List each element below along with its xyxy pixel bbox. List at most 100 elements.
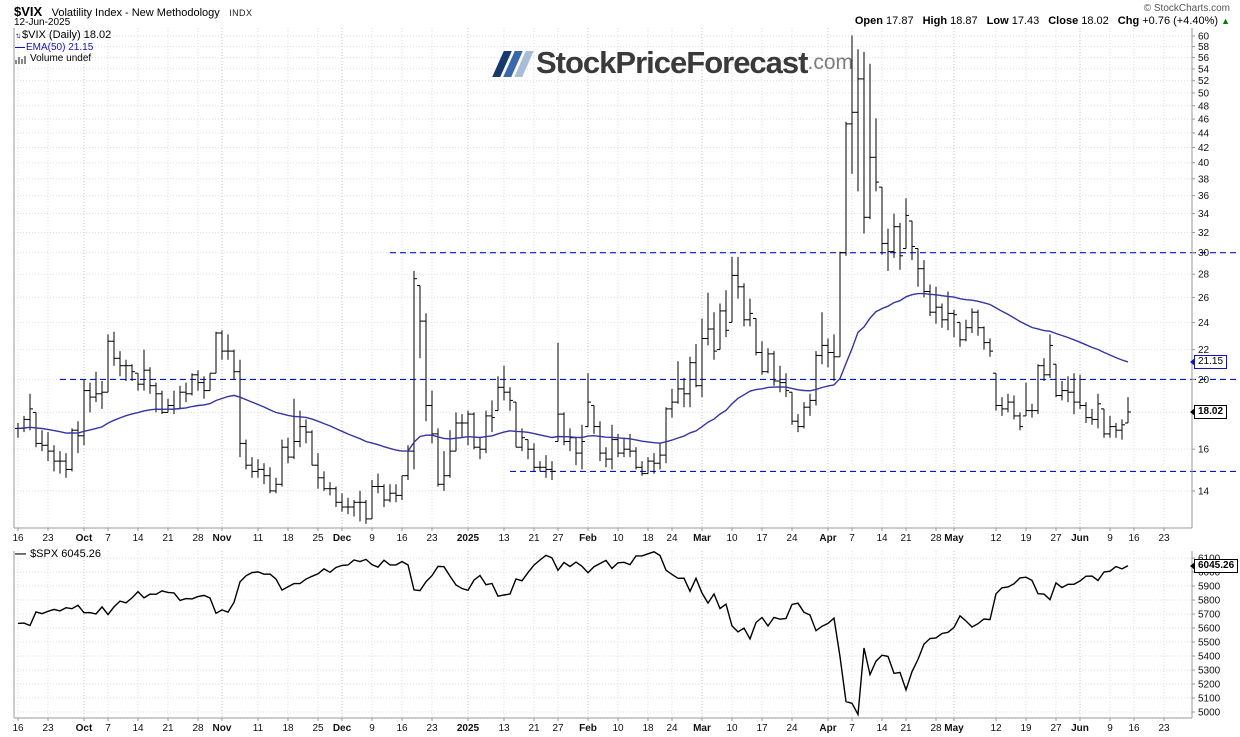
svg-text:11: 11 bbox=[253, 723, 264, 734]
ohlc-quote-strip: Open 17.87 High 18.87 Low 17.43 Close 18.02… bbox=[846, 15, 1230, 27]
lower-panel-legend: — $SPX 6045.26 bbox=[15, 548, 101, 560]
svg-text:23: 23 bbox=[1158, 723, 1170, 734]
svg-text:Nov: Nov bbox=[213, 533, 232, 544]
svg-text:Feb: Feb bbox=[579, 533, 597, 544]
svg-text:20: 20 bbox=[1198, 375, 1210, 386]
svg-text:48: 48 bbox=[1198, 101, 1210, 112]
watermark-text: StockPriceForecast bbox=[536, 45, 808, 80]
symbol: $VIX bbox=[14, 4, 43, 19]
svg-text:16: 16 bbox=[1128, 533, 1140, 544]
svg-text:18: 18 bbox=[282, 533, 294, 544]
watermark-suffix: .com bbox=[807, 51, 853, 74]
overlay-lines bbox=[17, 292, 1129, 717]
svg-text:5300: 5300 bbox=[1198, 666, 1221, 677]
ema-legend-row: —EMA(50) 21.15 bbox=[15, 42, 111, 53]
quote-chg-value: +0.76 (+4.40%) bbox=[1139, 15, 1219, 27]
vix-legend-label: $VIX (Daily) 18.02 bbox=[22, 29, 112, 41]
svg-text:27: 27 bbox=[552, 723, 564, 734]
svg-text:24: 24 bbox=[666, 533, 678, 544]
svg-text:Jun: Jun bbox=[1071, 533, 1089, 544]
svg-text:42: 42 bbox=[1198, 143, 1210, 154]
svg-text:18: 18 bbox=[642, 723, 654, 734]
svg-text:10: 10 bbox=[726, 533, 738, 544]
spx-line-swatch: — bbox=[15, 548, 26, 560]
svg-text:56: 56 bbox=[1198, 53, 1210, 64]
svg-text:36: 36 bbox=[1198, 191, 1210, 202]
volume-legend-label: Volume undef bbox=[30, 53, 92, 64]
svg-text:Oct: Oct bbox=[76, 723, 93, 734]
vix-close-price-label: 18.02 bbox=[1189, 405, 1228, 419]
svg-text:24: 24 bbox=[786, 533, 798, 544]
stockcharts-credit: © StockCharts.com bbox=[1143, 3, 1230, 14]
svg-text:28: 28 bbox=[1198, 270, 1210, 281]
svg-text:5900: 5900 bbox=[1198, 582, 1221, 593]
quote-low-value: 17.43 bbox=[1008, 15, 1040, 27]
svg-text:Dec: Dec bbox=[333, 723, 352, 734]
svg-text:10: 10 bbox=[612, 723, 624, 734]
svg-text:Jun: Jun bbox=[1071, 723, 1089, 734]
svg-text:27: 27 bbox=[1050, 723, 1062, 734]
quote-close-value: 18.02 bbox=[1078, 15, 1109, 27]
svg-text:10: 10 bbox=[726, 723, 738, 734]
svg-text:44: 44 bbox=[1198, 128, 1210, 139]
svg-text:27: 27 bbox=[1050, 533, 1062, 544]
svg-text:52: 52 bbox=[1198, 76, 1210, 87]
svg-text:Dec: Dec bbox=[333, 533, 352, 544]
svg-text:5800: 5800 bbox=[1198, 596, 1221, 607]
svg-text:16: 16 bbox=[12, 533, 24, 544]
svg-text:14: 14 bbox=[876, 723, 888, 734]
quote-open-label: Open bbox=[854, 15, 883, 27]
svg-text:23: 23 bbox=[426, 533, 438, 544]
svg-text:28: 28 bbox=[192, 533, 204, 544]
axis-labels: 1416182022242628303234363840424446485052… bbox=[12, 32, 1220, 735]
svg-text:12: 12 bbox=[990, 533, 1002, 544]
chart-date: 12-Jun-2025 bbox=[14, 17, 71, 28]
svg-text:9: 9 bbox=[1107, 723, 1113, 734]
svg-text:16: 16 bbox=[12, 723, 24, 734]
svg-text:50: 50 bbox=[1198, 88, 1210, 99]
ema-price-label: 21.15 bbox=[1189, 354, 1228, 369]
ema-line bbox=[17, 292, 1129, 452]
svg-text:7: 7 bbox=[849, 723, 855, 734]
chart-header: $VIX Volatility Index - New Methodology … bbox=[14, 3, 252, 21]
svg-text:60: 60 bbox=[1198, 32, 1210, 43]
svg-text:Mar: Mar bbox=[693, 533, 711, 544]
svg-text:25: 25 bbox=[312, 533, 324, 544]
svg-text:13: 13 bbox=[498, 723, 510, 734]
chart-title: Volatility Index - New Methodology bbox=[51, 7, 220, 19]
svg-text:23: 23 bbox=[42, 533, 54, 544]
svg-text:Mar: Mar bbox=[693, 723, 711, 734]
quote-close-label: Close bbox=[1048, 15, 1079, 27]
ema-legend-label: EMA(50) 21.15 bbox=[26, 42, 94, 53]
svg-text:21: 21 bbox=[900, 723, 912, 734]
exchange-label: INDX bbox=[229, 8, 253, 18]
svg-text:9: 9 bbox=[1107, 533, 1113, 544]
svg-text:16: 16 bbox=[1198, 445, 1210, 456]
svg-text:5100: 5100 bbox=[1198, 694, 1221, 705]
svg-text:58: 58 bbox=[1198, 42, 1210, 53]
svg-text:24: 24 bbox=[666, 723, 678, 734]
svg-text:Apr: Apr bbox=[819, 533, 836, 544]
svg-text:13: 13 bbox=[498, 533, 510, 544]
svg-text:19: 19 bbox=[1020, 533, 1032, 544]
axes bbox=[13, 28, 1195, 721]
svg-text:5200: 5200 bbox=[1198, 680, 1221, 691]
svg-text:21: 21 bbox=[900, 533, 912, 544]
svg-text:17: 17 bbox=[756, 533, 768, 544]
svg-text:May: May bbox=[944, 533, 964, 544]
ema-line-swatch: — bbox=[15, 42, 25, 53]
svg-text:19: 19 bbox=[1020, 723, 1032, 734]
svg-text:17: 17 bbox=[756, 723, 768, 734]
vix-bars bbox=[15, 35, 1131, 524]
svg-text:5000: 5000 bbox=[1198, 708, 1221, 719]
svg-text:18: 18 bbox=[642, 533, 654, 544]
quote-open-value: 17.87 bbox=[883, 15, 914, 27]
svg-text:21: 21 bbox=[162, 533, 174, 544]
quote-high-value: 18.87 bbox=[947, 15, 978, 27]
watermark-logo: StockPriceForecast .com bbox=[492, 44, 853, 82]
svg-text:28: 28 bbox=[930, 533, 942, 544]
svg-text:10: 10 bbox=[612, 533, 624, 544]
svg-text:54: 54 bbox=[1198, 64, 1210, 75]
